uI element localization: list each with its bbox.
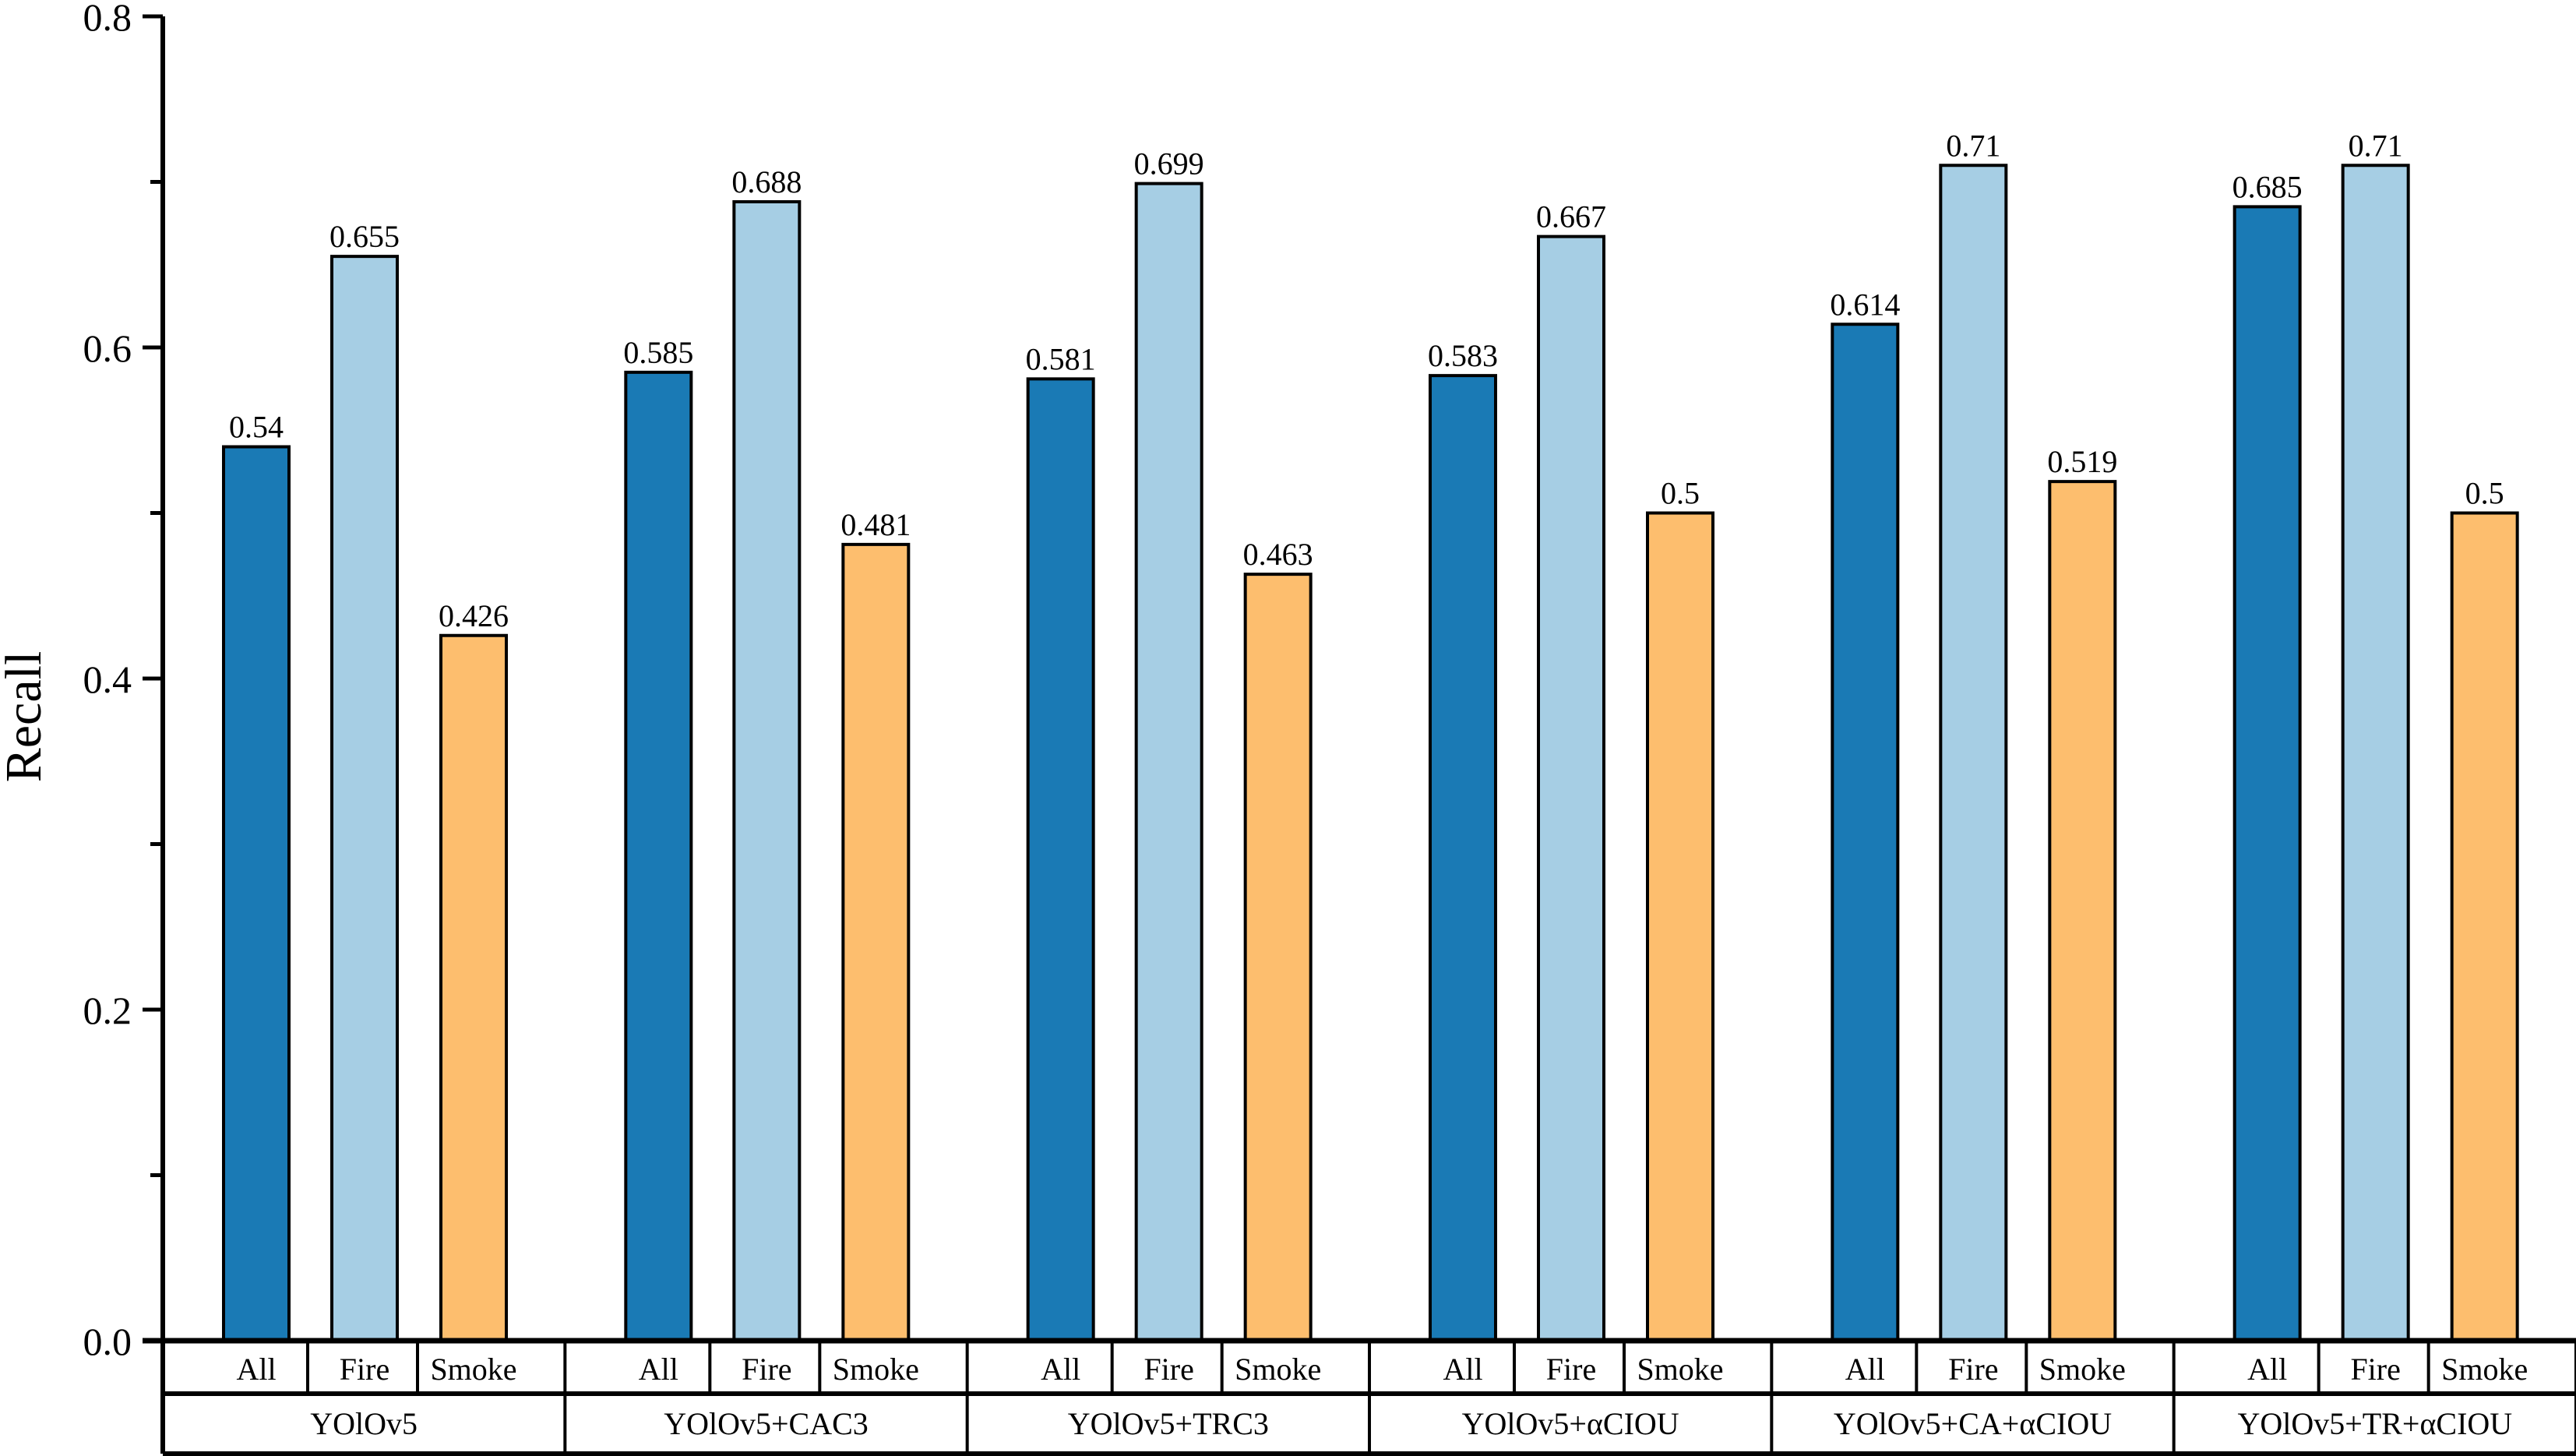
- category-label: All: [1041, 1352, 1080, 1387]
- category-label: All: [1443, 1352, 1482, 1387]
- value-label: 0.685: [2232, 169, 2303, 204]
- category-label: Smoke: [2039, 1352, 2126, 1387]
- bar-all: [1429, 374, 1497, 1342]
- y-tick-label: 0.4: [83, 657, 132, 701]
- group-label: YOlOv5+TR+αCIOU: [2237, 1406, 2512, 1441]
- value-label: 0.481: [840, 507, 911, 542]
- value-label: 0.426: [439, 598, 509, 633]
- bar-all: [1831, 323, 1900, 1342]
- bar-all: [1026, 377, 1095, 1342]
- bar-smoke: [2450, 511, 2519, 1342]
- bar-fire: [1537, 234, 1605, 1342]
- bar-fire: [330, 255, 399, 1342]
- value-label: 0.5: [2465, 476, 2504, 511]
- value-label: 0.463: [1243, 537, 1313, 572]
- category-label: Smoke: [1637, 1352, 1723, 1387]
- category-label: Smoke: [1235, 1352, 1321, 1387]
- bar-fire: [1939, 164, 2008, 1342]
- category-label: All: [639, 1352, 678, 1387]
- bar-smoke: [841, 542, 911, 1342]
- category-label: Fire: [2350, 1352, 2400, 1387]
- bar-all: [222, 445, 291, 1342]
- bar-smoke: [1646, 511, 1714, 1342]
- category-label: Fire: [340, 1352, 389, 1387]
- value-label: 0.71: [2349, 128, 2403, 163]
- value-label: 0.667: [1536, 199, 1606, 234]
- category-label: Fire: [1948, 1352, 1998, 1387]
- value-label: 0.585: [623, 335, 693, 370]
- value-label: 0.581: [1026, 341, 1096, 376]
- bar-smoke: [439, 633, 508, 1342]
- bar-fire: [1134, 182, 1203, 1342]
- group-label: YOlOv5+αCIOU: [1462, 1406, 1679, 1441]
- value-label: 0.519: [2047, 444, 2117, 479]
- group-label: YOlOv5+CA+αCIOU: [1834, 1406, 2112, 1441]
- category-label: Fire: [1144, 1352, 1193, 1387]
- bar-smoke: [1243, 573, 1313, 1342]
- group-label: YOlOv5: [310, 1406, 418, 1441]
- y-axis-label: Recall: [0, 651, 52, 783]
- y-tick-label: 0.6: [83, 326, 132, 370]
- value-label: 0.688: [731, 164, 802, 199]
- bar-all: [624, 370, 693, 1342]
- y-tick-label: 0.8: [83, 0, 132, 39]
- y-tick-label: 0.0: [83, 1320, 132, 1363]
- y-tick-label: 0.2: [83, 989, 132, 1032]
- value-label: 0.583: [1428, 338, 1498, 373]
- category-label: Smoke: [833, 1352, 919, 1387]
- bar-smoke: [2048, 480, 2117, 1342]
- category-label: Smoke: [430, 1352, 516, 1387]
- category-label: All: [2247, 1352, 2287, 1387]
- category-label: All: [236, 1352, 276, 1387]
- category-label: Fire: [742, 1352, 791, 1387]
- value-label: 0.655: [329, 219, 400, 254]
- category-label: All: [1845, 1352, 1885, 1387]
- group-label: YOlOv5+CAC3: [664, 1406, 869, 1441]
- category-label: Smoke: [2441, 1352, 2528, 1387]
- bar-fire: [2341, 164, 2410, 1342]
- value-label: 0.54: [229, 410, 284, 445]
- value-label: 0.699: [1134, 146, 1204, 182]
- value-label: 0.614: [1830, 287, 1900, 322]
- value-label: 0.5: [1661, 476, 1700, 511]
- bar-all: [2232, 205, 2302, 1342]
- group-label: YOlOv5+TRC3: [1068, 1406, 1269, 1441]
- value-label: 0.71: [1946, 128, 2000, 163]
- bar-fire: [732, 200, 802, 1342]
- category-label: Fire: [1546, 1352, 1596, 1387]
